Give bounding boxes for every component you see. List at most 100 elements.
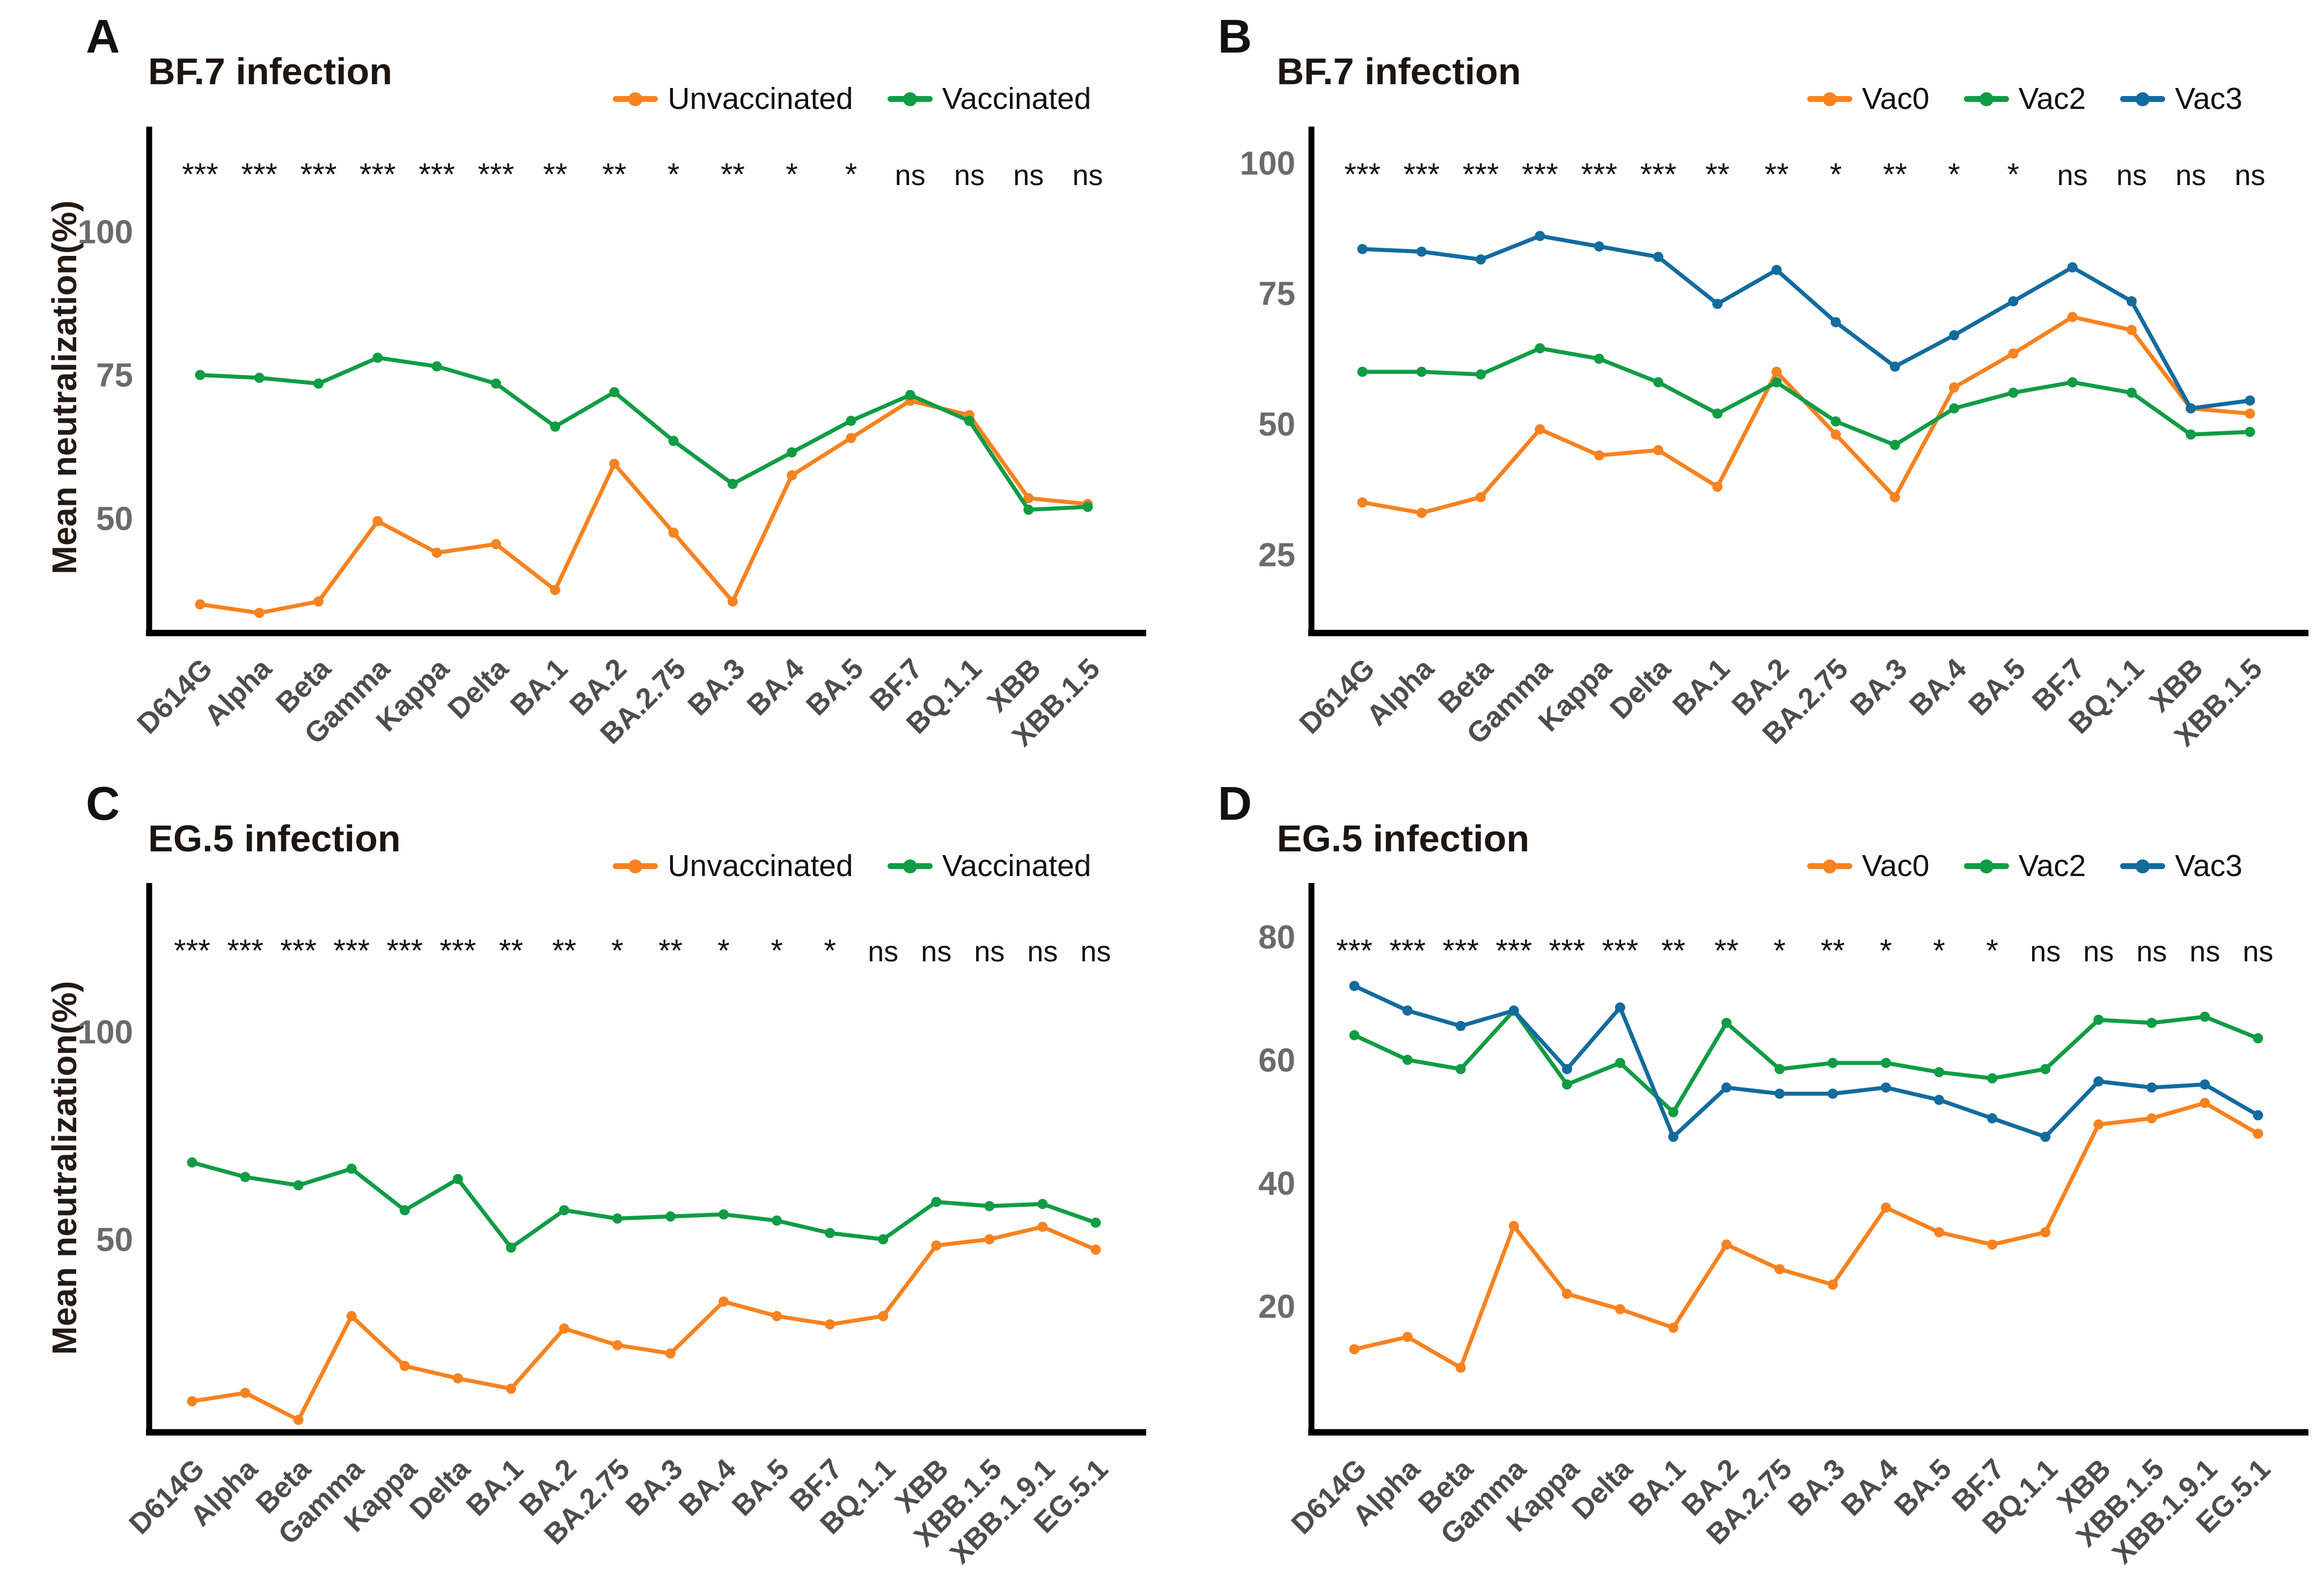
data-point: [1668, 1107, 1678, 1117]
significance-marker: ns: [1013, 159, 1044, 192]
panel-letter: A: [86, 10, 120, 63]
data-point: [2245, 408, 2255, 419]
series-line: [1352, 984, 2260, 1139]
significance-marker: ns: [2116, 159, 2146, 192]
data-point: [2126, 387, 2137, 398]
data-point: [1830, 317, 1841, 328]
legend-label: Vaccinated: [942, 849, 1091, 883]
data-point: [1615, 1002, 1625, 1013]
significance-marker: ns: [921, 936, 951, 968]
significance-marker: ***: [1462, 157, 1499, 192]
data-point: [846, 433, 856, 444]
data-point: [1402, 1005, 1413, 1016]
panel-title: EG.5 infection: [148, 818, 401, 859]
significance-marker: ns: [895, 159, 926, 192]
data-point: [2146, 1018, 2157, 1028]
x-category-label: BA.5: [1888, 1453, 1957, 1522]
data-point: [1455, 1021, 1466, 1031]
data-point: [825, 1228, 835, 1239]
data-point: [2040, 1064, 2050, 1075]
series-line: [1360, 315, 2252, 515]
data-point: [372, 516, 383, 527]
significance-marker: ***: [1602, 933, 1638, 968]
data-point: [878, 1234, 889, 1245]
legend-item-vac3: Vac3: [2120, 851, 2242, 881]
data-point: [195, 599, 206, 610]
data-point: [1402, 1331, 1413, 1342]
data-point: [2245, 426, 2255, 437]
data-point: [1668, 1322, 1678, 1333]
series-line: [190, 1160, 1098, 1250]
data-point: [372, 352, 383, 363]
significance-marker: **: [1661, 933, 1685, 968]
significance-marker: ns: [1072, 159, 1103, 192]
data-point: [1880, 1057, 1891, 1068]
y-tick-label: 100: [78, 214, 133, 251]
y-tick-label: 75: [1258, 276, 1295, 313]
data-point: [1475, 254, 1486, 265]
data-point: [1721, 1018, 1732, 1028]
data-point: [2007, 387, 2018, 398]
data-point: [1037, 1222, 1048, 1232]
significance-marker: *: [1933, 933, 1945, 968]
significance-marker: ***: [1549, 933, 1585, 968]
data-point: [1771, 264, 1782, 275]
data-point: [1534, 343, 1545, 354]
data-point: [1561, 1064, 1572, 1075]
series-line: [1360, 346, 2252, 447]
data-point: [2126, 296, 2137, 307]
significance-marker: **: [1820, 933, 1844, 968]
data-point: [787, 470, 797, 481]
data-point: [550, 585, 561, 595]
data-point: [1508, 1221, 1519, 1232]
x-category-label: Delta: [1604, 652, 1677, 725]
data-point: [1830, 416, 1841, 427]
legend-item-vac0: Vac0: [1807, 84, 1930, 114]
y-tick-label: 100: [78, 1014, 133, 1051]
data-point: [2040, 1227, 2050, 1238]
data-point: [772, 1215, 782, 1226]
significance-marker: ***: [386, 933, 423, 968]
significance-marker: **: [1764, 157, 1788, 192]
data-point: [2067, 377, 2078, 388]
x-category-label: BA.3: [1782, 1453, 1851, 1522]
data-point: [1986, 1239, 1997, 1250]
data-point: [1534, 231, 1545, 241]
data-point: [2185, 429, 2196, 440]
significance-marker: ***: [1336, 933, 1373, 968]
legend-swatch-icon: [1963, 96, 2009, 102]
data-point: [1774, 1088, 1785, 1099]
data-point: [195, 370, 206, 380]
y-tick-label: 20: [1258, 1288, 1295, 1325]
significance-marker: **: [1714, 933, 1738, 968]
significance-marker: **: [499, 933, 523, 968]
legend: Unvaccinated Vaccinated: [613, 851, 1091, 881]
series-line: [190, 1225, 1098, 1422]
data-point: [984, 1201, 995, 1211]
data-point: [346, 1164, 357, 1174]
significance-marker: ***: [1442, 933, 1479, 968]
data-point: [1615, 1304, 1625, 1314]
significance-marker: **: [1705, 157, 1729, 192]
data-point: [787, 447, 797, 458]
data-point: [1402, 1055, 1413, 1065]
panel-title: BF.7 infection: [148, 50, 393, 92]
x-category-label: BA.4: [673, 1453, 742, 1522]
data-point: [313, 378, 324, 389]
data-point: [1933, 1227, 1944, 1238]
data-point: [719, 1296, 729, 1307]
significance-marker: ***: [227, 933, 263, 968]
x-category-label: D614G: [131, 652, 218, 740]
data-point: [240, 1172, 251, 1182]
data-point: [665, 1348, 676, 1359]
data-point: [2040, 1131, 2050, 1142]
y-tick-label: 100: [1240, 145, 1295, 182]
significance-marker: ***: [1389, 933, 1426, 968]
data-point: [1653, 252, 1663, 262]
legend-item-vac2: Vac2: [1963, 851, 2086, 881]
x-category-label: BA.1: [504, 652, 574, 722]
panel-d: D EG.5 infection Vac0 Vac2 Vac3 20 40 60 80 **…: [1162, 767, 2324, 1589]
data-point: [668, 436, 679, 446]
data-point: [452, 1373, 463, 1384]
